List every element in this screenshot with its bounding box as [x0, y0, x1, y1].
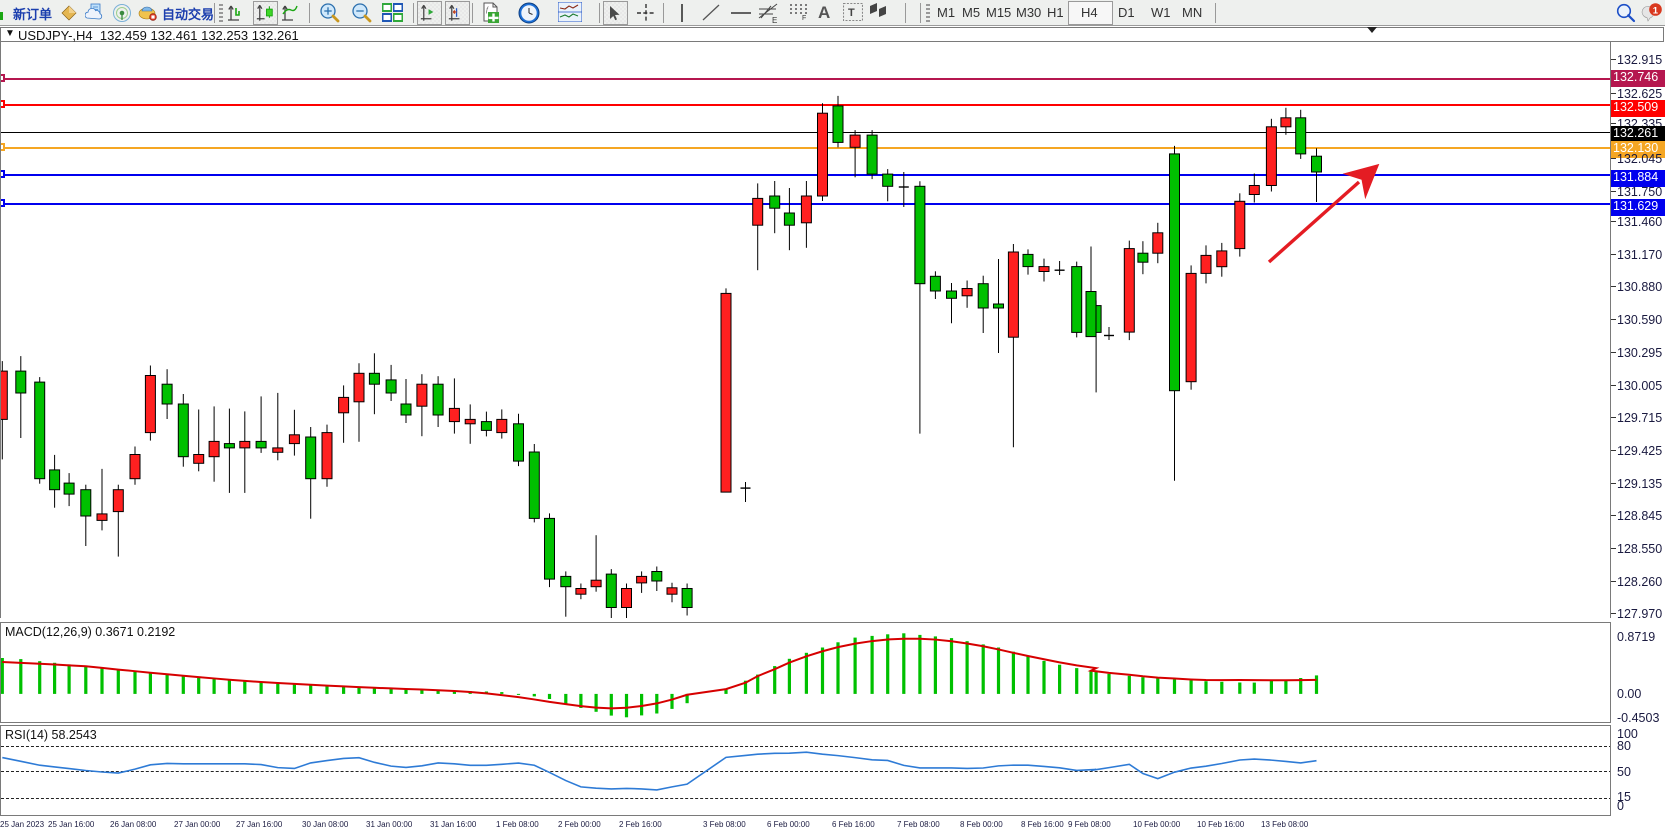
svg-text:E: E	[772, 16, 777, 24]
svg-text:T: T	[848, 7, 855, 19]
svg-text:1: 1	[1653, 5, 1659, 16]
svg-text:F: F	[802, 15, 806, 20]
